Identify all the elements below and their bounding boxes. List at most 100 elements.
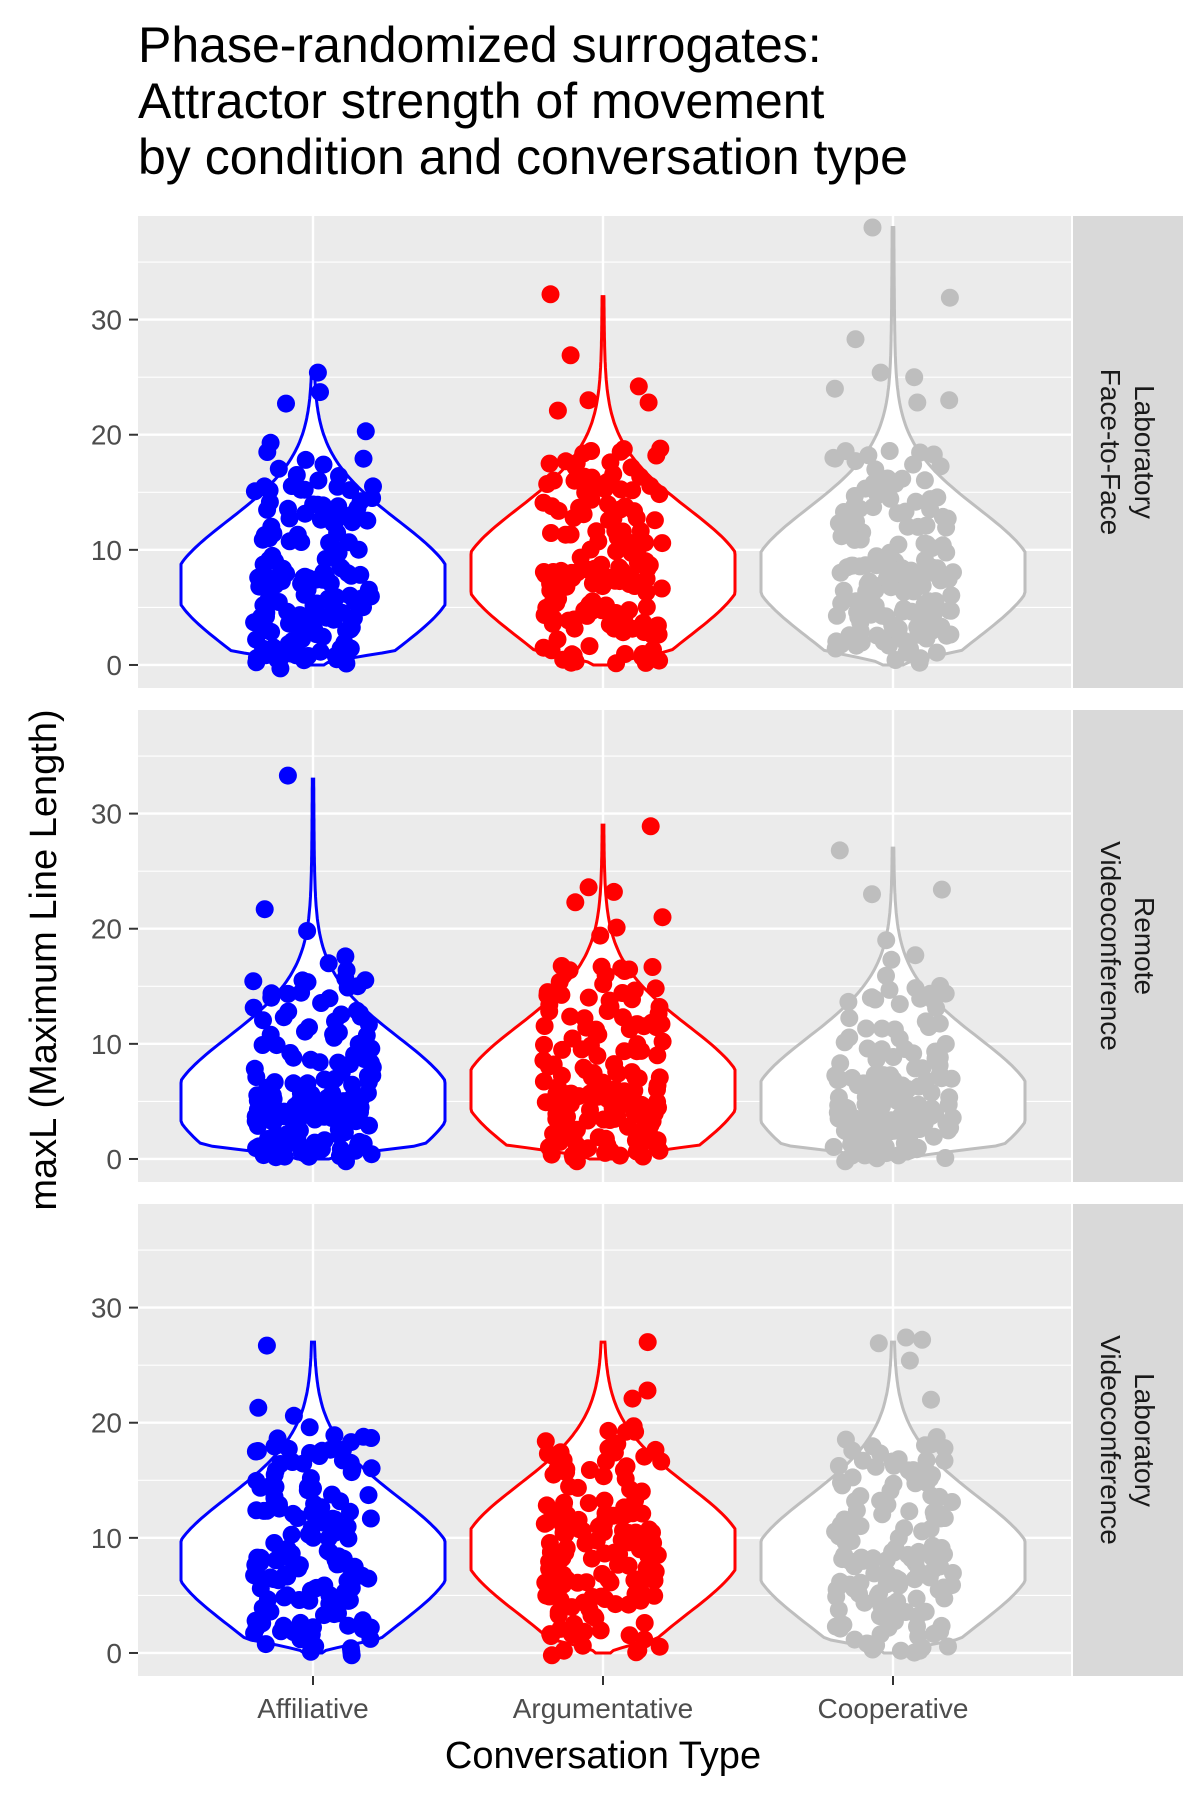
data-point (292, 574, 311, 593)
data-point (615, 608, 634, 627)
data-point (561, 1007, 580, 1026)
data-point (295, 480, 314, 499)
data-point (857, 1019, 876, 1038)
data-point (604, 465, 623, 484)
data-point (568, 1573, 587, 1592)
data-point (639, 393, 658, 412)
data-point (342, 1646, 361, 1665)
data-point (260, 493, 279, 512)
data-point (877, 966, 895, 985)
data-point (277, 394, 295, 413)
data-point (909, 1627, 928, 1646)
data-point (931, 1557, 950, 1576)
data-point (869, 1334, 888, 1353)
data-point (248, 1100, 267, 1119)
data-point (317, 568, 336, 587)
data-point (939, 1637, 957, 1656)
data-point (567, 454, 586, 473)
data-point (924, 445, 943, 464)
data-point (362, 1459, 381, 1478)
data-point (843, 1468, 862, 1487)
data-point (624, 1417, 643, 1436)
data-point (868, 486, 887, 504)
data-point (631, 1138, 649, 1157)
data-point (902, 1549, 921, 1568)
data-point (608, 528, 627, 547)
data-point (922, 539, 941, 557)
data-point (884, 1474, 903, 1493)
data-point (943, 1493, 961, 1511)
data-point (557, 1539, 576, 1557)
data-point (256, 1635, 275, 1654)
data-point (635, 1630, 654, 1649)
data-point (637, 569, 656, 588)
data-point (873, 1019, 892, 1038)
data-point (940, 391, 959, 410)
data-point (652, 579, 671, 598)
data-point (915, 471, 934, 490)
data-point (284, 1074, 303, 1093)
data-point (877, 1575, 896, 1594)
data-point (940, 288, 959, 307)
data-point (845, 530, 864, 549)
data-point (325, 1028, 343, 1047)
x-axis: Affiliative Argumentative Cooperative (257, 1676, 968, 1724)
data-point (607, 542, 626, 561)
data-point (266, 1148, 285, 1167)
data-point (867, 547, 886, 566)
data-point (540, 454, 559, 473)
data-point (275, 1588, 294, 1607)
data-point (913, 1330, 932, 1349)
data-point (942, 586, 961, 605)
data-point (590, 562, 609, 581)
data-point (941, 625, 960, 644)
data-point (594, 1523, 613, 1541)
facet-strip-line: Videoconference (1095, 841, 1126, 1051)
data-point (863, 885, 881, 904)
data-point (896, 1121, 915, 1140)
data-point (296, 1022, 314, 1041)
data-point (266, 1461, 285, 1480)
data-point (622, 544, 641, 562)
data-point (905, 368, 924, 387)
data-point (552, 985, 571, 1004)
data-point (863, 1640, 882, 1659)
facet-strip-line: Laboratory (1129, 385, 1160, 519)
data-point (648, 1046, 667, 1065)
data-point (330, 467, 348, 485)
data-point (254, 596, 273, 615)
y-tick-label: 10 (91, 1523, 122, 1554)
data-point (906, 492, 925, 511)
data-point (300, 1477, 319, 1496)
data-point (580, 1461, 599, 1479)
data-point (940, 1088, 959, 1107)
data-point (908, 393, 927, 412)
data-point (274, 1107, 293, 1126)
data-point (600, 511, 618, 530)
data-point (562, 1625, 581, 1644)
data-point (921, 1107, 940, 1126)
data-point (541, 1625, 560, 1644)
data-point (935, 1509, 954, 1527)
data-point (580, 637, 599, 656)
data-point (249, 1398, 268, 1417)
y-tick-label: 10 (91, 535, 122, 566)
facet-strip (1073, 710, 1183, 1182)
data-point (891, 1641, 910, 1660)
data-point (262, 984, 281, 1003)
data-point (635, 1614, 654, 1632)
data-point (555, 1089, 574, 1108)
data-point (341, 481, 360, 500)
data-point (296, 450, 315, 469)
data-point (280, 532, 299, 551)
data-point (568, 563, 587, 582)
data-point (893, 602, 912, 621)
data-point (604, 882, 623, 901)
data-point (310, 1053, 329, 1072)
data-point (271, 659, 290, 678)
violin-group (759, 841, 1027, 1171)
data-point (595, 1491, 614, 1510)
data-point (592, 1587, 611, 1606)
data-point (915, 609, 934, 628)
data-point (269, 459, 288, 478)
